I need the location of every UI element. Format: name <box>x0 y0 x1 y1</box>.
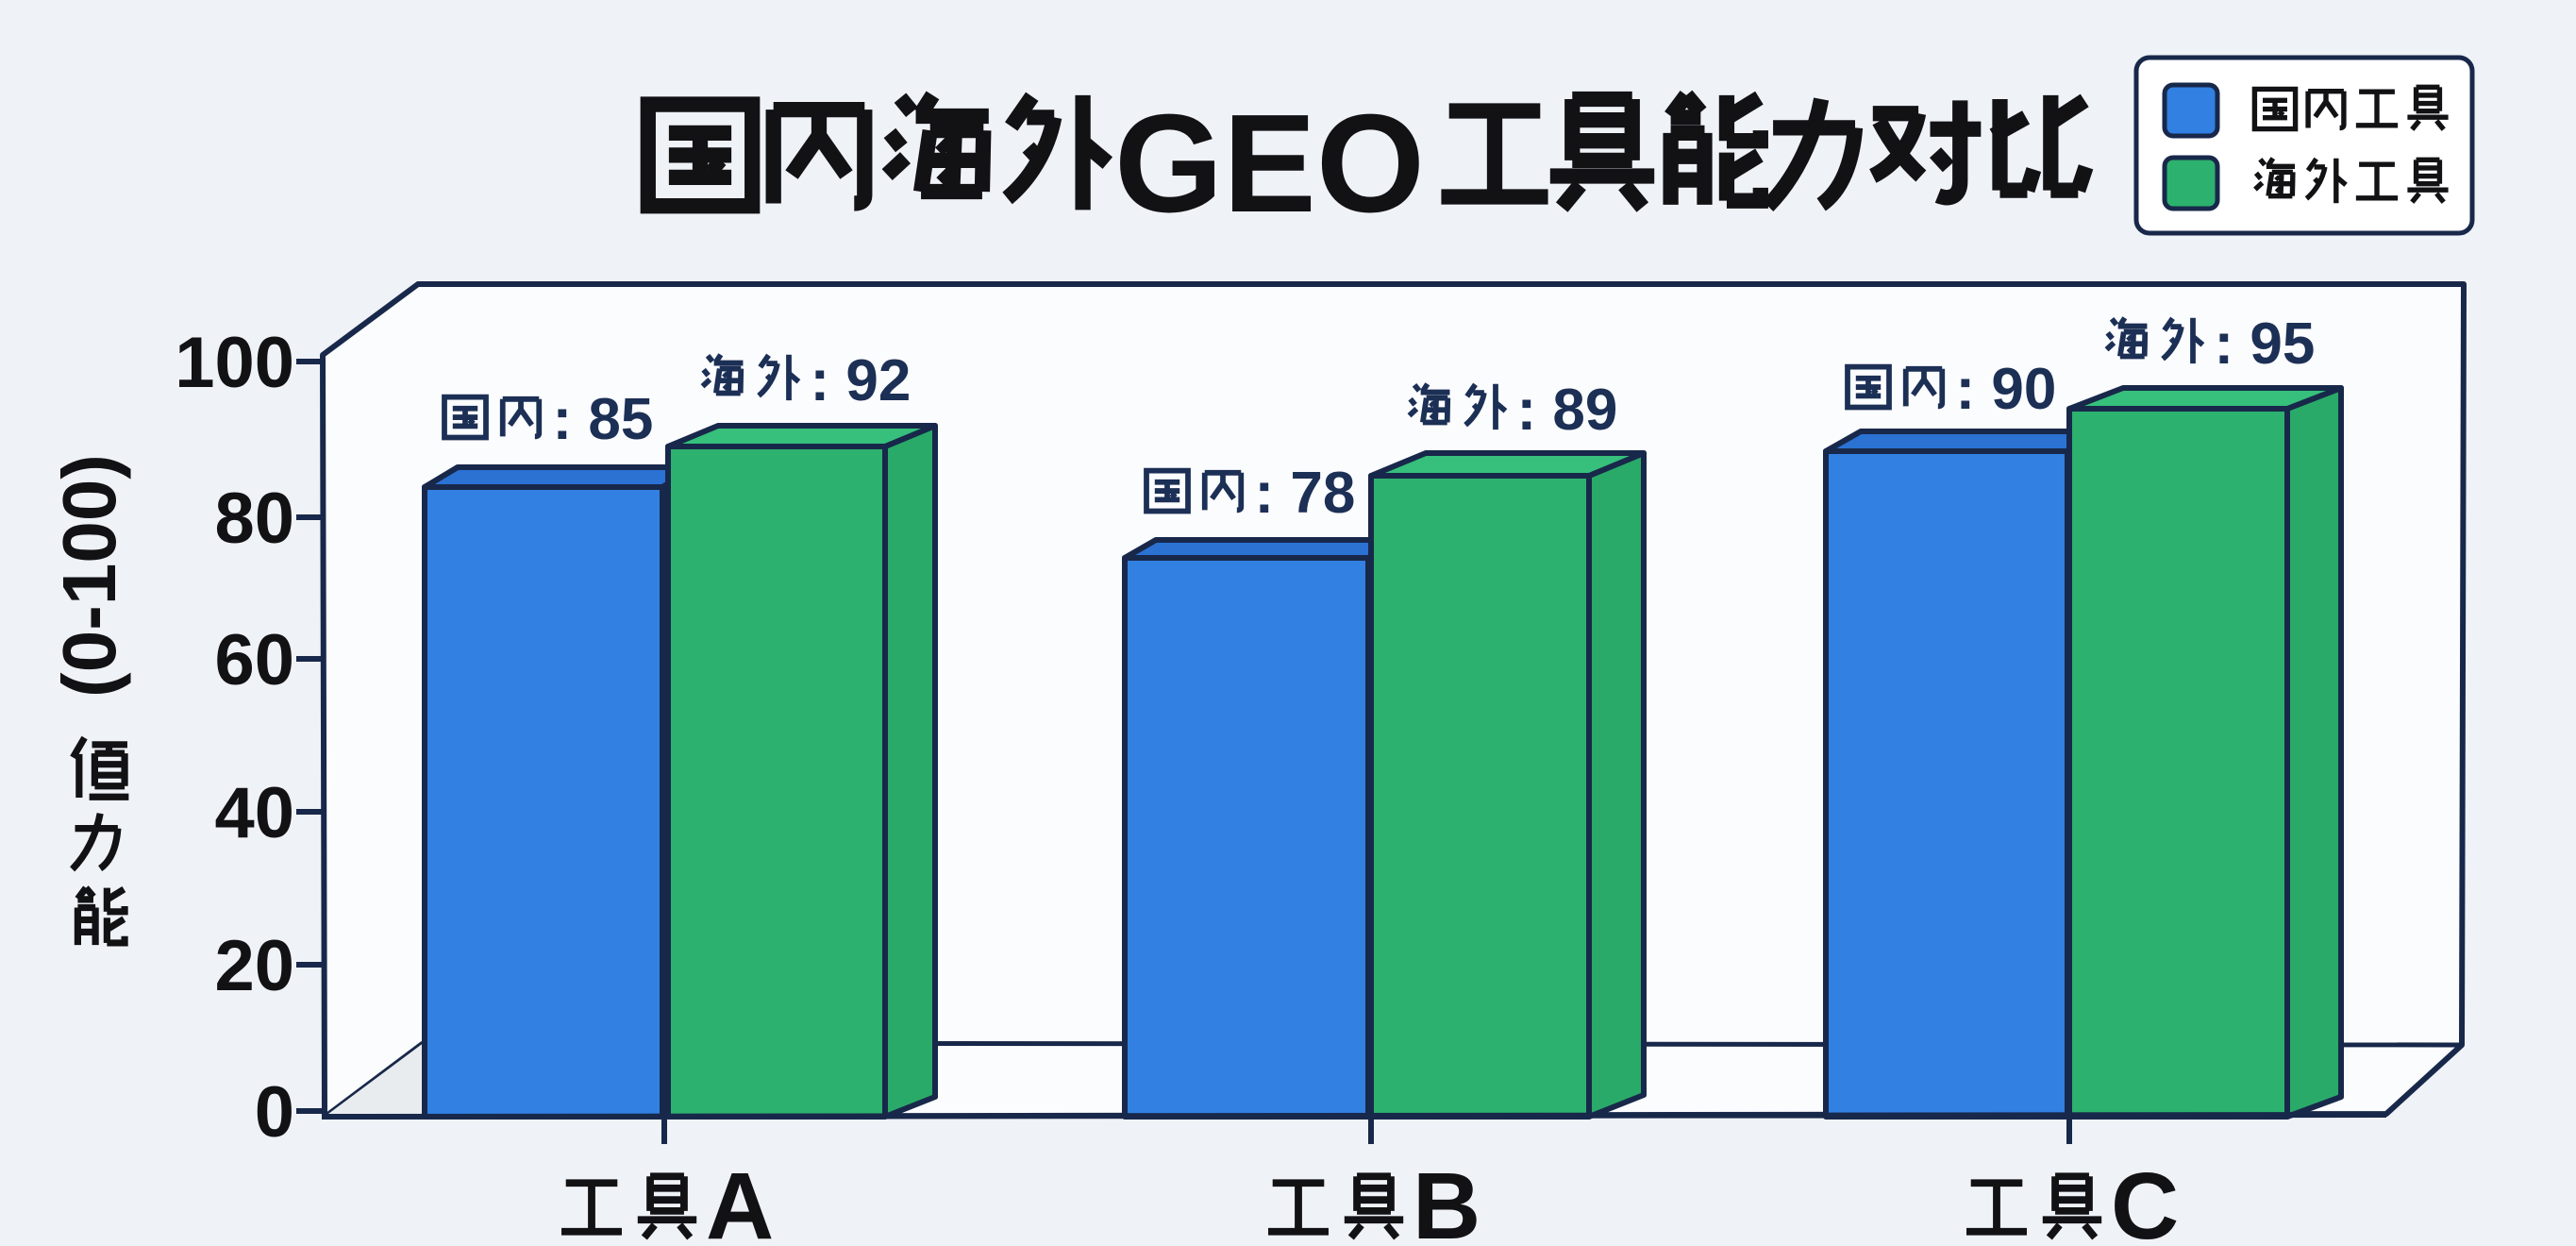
svg-text:100: 100 <box>175 323 294 403</box>
svg-text:: 95: : 95 <box>2215 312 2316 377</box>
svg-text:: 78: : 78 <box>1255 461 1356 526</box>
svg-text:: 89: : 89 <box>1517 378 1618 443</box>
svg-text:A: A <box>706 1153 774 1246</box>
svg-text:C: C <box>2111 1153 2179 1246</box>
svg-text:0: 0 <box>255 1072 294 1153</box>
svg-text:40: 40 <box>214 773 294 853</box>
svg-text:B: B <box>1413 1153 1480 1246</box>
svg-text:: 90: : 90 <box>1956 357 2057 422</box>
svg-text:60: 60 <box>214 620 294 700</box>
svg-text:20: 20 <box>214 926 294 1006</box>
svg-text:: 92: : 92 <box>811 348 912 413</box>
svg-text:: 85: : 85 <box>553 387 654 452</box>
svg-text:80: 80 <box>214 479 294 559</box>
svg-text:(0-100): (0-100) <box>47 454 131 698</box>
svg-text:GEO: GEO <box>1114 86 1425 242</box>
